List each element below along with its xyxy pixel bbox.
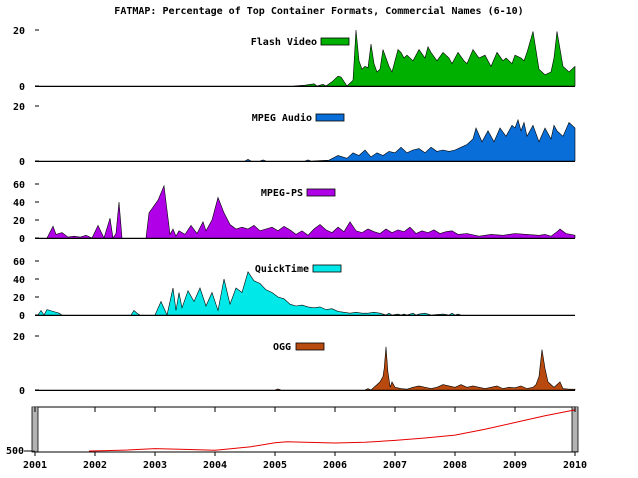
ytick-label-flash-video-0: 0 [19,82,25,93]
xtick-label-2007: 2007 [383,460,407,471]
legend-label-ogg: OGG [273,342,291,353]
ytick-label-flash-video-20: 20 [13,26,25,37]
ytick-label-mpeg-audio-0: 0 [19,157,25,168]
ytick-label-quicktime-0: 0 [19,311,25,322]
left-handle [31,406,39,453]
right-handle [571,406,579,453]
area-mpeg-audio [35,118,576,162]
x-axis: 2001 2002 2003 2004 2005 2006 2007 2008 2009 2010 [23,452,587,471]
panel-mpeg-audio: 0 20 MPEG Audio [13,102,576,168]
ytick-label-mpeg-ps-20: 20 [13,216,25,227]
overview-line [88,409,576,452]
xtick-label-2005: 2005 [263,460,287,471]
ytick-label-quicktime-60: 60 [13,257,25,268]
legend-label-flash-video: Flash Video [251,36,317,48]
overview-ytick-label: 500 [6,446,24,457]
legend-swatch-ogg [295,342,325,351]
overview-panel: 500 [6,406,579,457]
xtick-label-2004: 2004 [203,460,227,471]
ytick-label-mpeg-ps-0: 0 [19,234,25,245]
xtick-label-2002: 2002 [83,460,107,471]
legend-swatch-mpeg-ps [306,188,336,197]
chart-title: FATMAP: Percentage of Top Container Form… [114,5,523,17]
xtick-label-2001: 2001 [23,460,47,471]
panels: 0 20 Flash Video 0 20 MPEG Audio 0 20 40 60 MPEG-P… [13,26,576,397]
legend-swatch-mpeg-audio [315,113,345,122]
legend-label-mpeg-ps: MPEG-PS [261,188,303,199]
ytick-label-ogg-0: 0 [19,386,25,397]
xtick-label-2010: 2010 [563,460,587,471]
xtick-label-2008: 2008 [443,460,467,471]
panel-flash-video: 0 20 Flash Video [13,26,576,93]
ytick-label-mpeg-ps-60: 60 [13,180,25,191]
xtick-label-2006: 2006 [323,460,347,471]
legend-swatch-flash-video [320,37,350,46]
legend-label-quicktime: QuickTime [255,263,309,275]
ytick-label-mpeg-ps-40: 40 [13,198,25,209]
panel-ogg: 0 20 OGG [13,332,576,397]
ytick-label-quicktime-20: 20 [13,293,25,304]
xtick-label-2009: 2009 [503,460,527,471]
legend-swatch-quicktime [312,264,342,273]
xtick-label-2003: 2003 [143,460,167,471]
ytick-label-quicktime-40: 40 [13,275,25,286]
area-mpeg-ps [35,184,576,239]
area-quicktime [35,271,575,316]
legend-label-mpeg-audio: MPEG Audio [252,112,312,124]
ytick-label-ogg-20: 20 [13,332,25,343]
area-ogg [35,346,576,391]
ytick-label-mpeg-audio-20: 20 [13,102,25,113]
panel-quicktime: 0 20 40 60 QuickTime [13,257,575,322]
overview-frame [34,406,576,453]
area-flash-video [35,29,576,87]
panel-mpeg-ps: 0 20 40 60 MPEG-PS [13,180,576,245]
